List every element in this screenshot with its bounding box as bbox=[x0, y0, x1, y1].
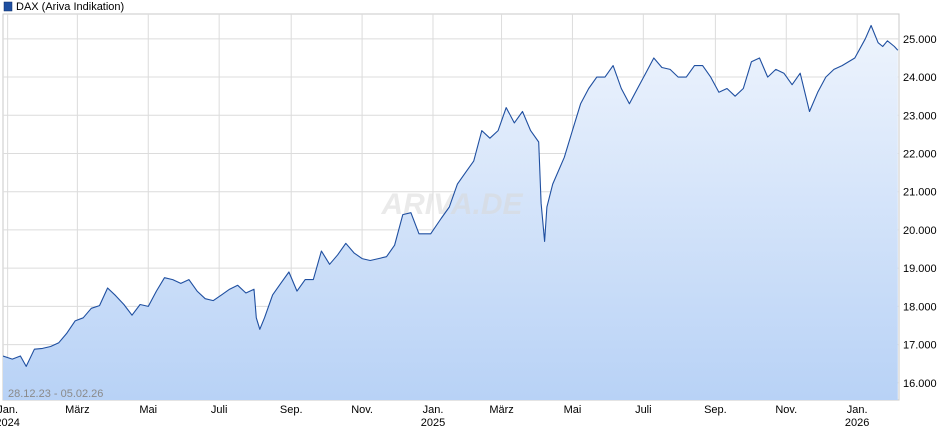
y-tick-label: 23.000 bbox=[903, 110, 937, 122]
x-axis-labels: Jan.2024MärzMaiJuliSep.Nov.Jan.2025MärzM… bbox=[0, 404, 869, 429]
y-tick-label: 21.000 bbox=[903, 187, 937, 199]
x-tick-year-label: 2026 bbox=[845, 417, 869, 429]
date-range-label: 28.12.23 - 05.02.26 bbox=[8, 388, 103, 400]
watermark-logo: ARIVA.DE bbox=[380, 188, 523, 221]
x-tick-label: Sep. bbox=[704, 404, 727, 416]
x-tick-year-label: 2025 bbox=[421, 417, 445, 429]
x-tick-label: Juli bbox=[211, 404, 228, 416]
legend-swatch bbox=[3, 1, 13, 12]
x-tick-label: März bbox=[489, 404, 513, 416]
x-tick-label: Juli bbox=[635, 404, 652, 416]
x-tick-label: Mai bbox=[564, 404, 582, 416]
x-tick-label: Jan. bbox=[423, 404, 444, 416]
x-tick-year-label: 2024 bbox=[0, 417, 20, 429]
y-axis-labels: 16.000 17.000 18.000 19.000 20.000 21.000 22.0… bbox=[903, 34, 937, 390]
y-tick-label: 22.000 bbox=[903, 148, 937, 160]
x-tick-label: Jan. bbox=[0, 404, 18, 416]
x-tick-label: Jan. bbox=[847, 404, 868, 416]
x-tick-label: Mai bbox=[139, 404, 157, 416]
x-tick-label: März bbox=[65, 404, 89, 416]
y-tick-label: 16.000 bbox=[903, 378, 937, 390]
y-tick-label: 17.000 bbox=[903, 340, 937, 352]
y-tick-label: 18.000 bbox=[903, 301, 937, 313]
area-layer bbox=[3, 25, 898, 400]
y-tick-label: 25.000 bbox=[903, 34, 937, 46]
x-tick-label: Nov. bbox=[775, 404, 797, 416]
y-tick-label: 24.000 bbox=[903, 72, 937, 84]
x-tick-label: Nov. bbox=[351, 404, 373, 416]
y-tick-label: 20.000 bbox=[903, 225, 937, 237]
series-area bbox=[3, 25, 898, 400]
line-layer bbox=[3, 24, 899, 367]
legend-label: DAX (Ariva Indikation) bbox=[16, 1, 124, 13]
y-tick-label: 19.000 bbox=[903, 263, 937, 275]
x-tick-label: Sep. bbox=[280, 404, 303, 416]
series-line bbox=[3, 24, 899, 367]
